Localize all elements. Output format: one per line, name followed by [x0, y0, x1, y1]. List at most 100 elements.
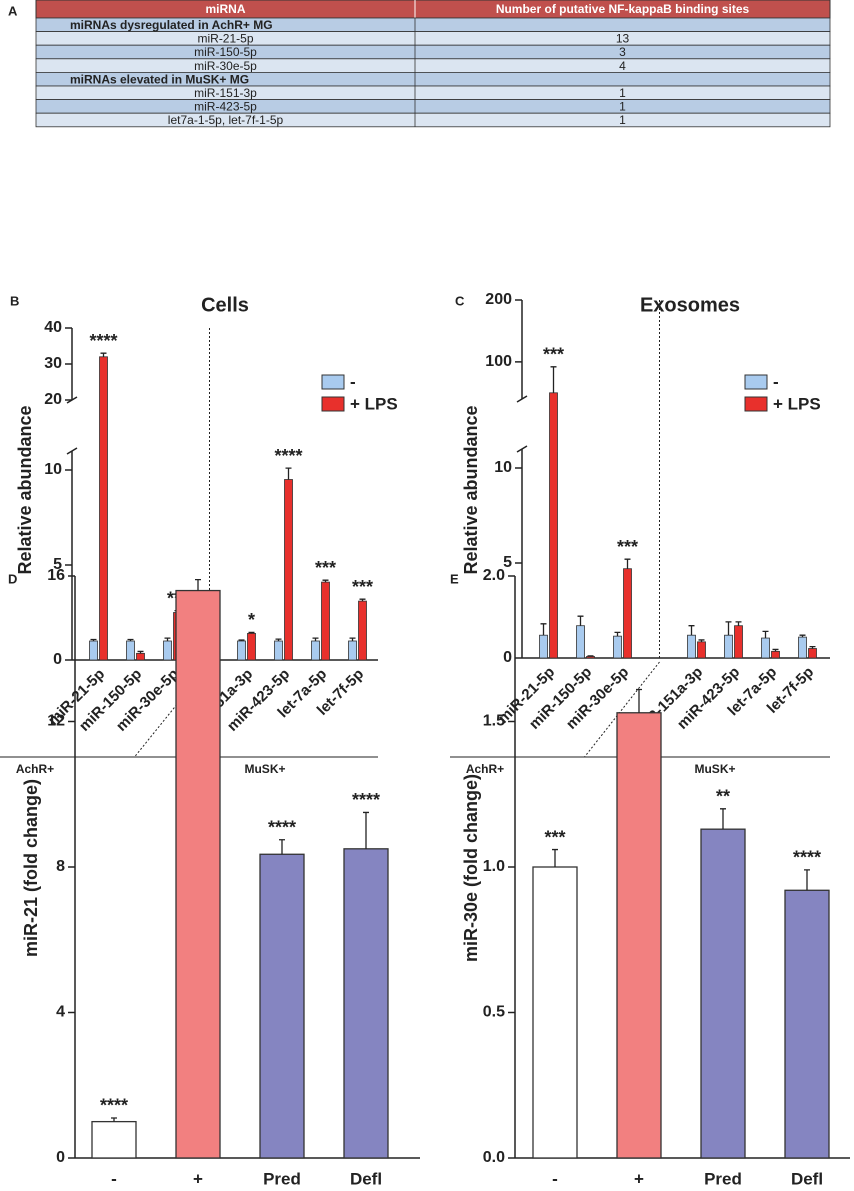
error-bar: [349, 637, 356, 641]
bar: [99, 356, 108, 661]
legend-label: -: [773, 372, 779, 391]
panel-label: B: [10, 293, 19, 308]
bar: [539, 634, 548, 659]
error-bar: [735, 621, 742, 626]
y-tick-label: 5: [53, 556, 62, 573]
table-row-bg: [35, 85, 831, 101]
bar: [274, 640, 283, 661]
error-bar: [804, 869, 810, 891]
legend-swatch: [744, 396, 768, 412]
significance: ****: [100, 1096, 128, 1116]
x-tick-label: -: [552, 1169, 558, 1188]
error-bar: [164, 637, 171, 641]
bar: [163, 640, 172, 661]
legend-label: + LPS: [773, 394, 821, 413]
x-tick-label: +: [193, 1169, 203, 1188]
error-bar: [248, 631, 255, 634]
error-bar: [577, 615, 584, 626]
bar: [259, 853, 305, 1159]
axis-break: [516, 445, 528, 453]
y-tick-label: 40: [44, 319, 62, 336]
y-tick-label: 4: [56, 1004, 65, 1021]
error-bar: [636, 688, 642, 713]
legend-label: -: [350, 372, 356, 391]
group-label: MuSK+: [244, 762, 285, 776]
table-header-cell: Number of putative NF-kappaB binding sit…: [496, 2, 750, 16]
y-tick-label: 10: [494, 459, 512, 476]
chart-title: Exosomes: [640, 294, 740, 316]
bar: [136, 652, 145, 661]
table-row-bg: [35, 44, 831, 60]
axis-break: [66, 447, 78, 455]
table-section: miRNAs dysregulated in AchR+ MG: [70, 18, 273, 32]
y-tick-label: 0: [503, 649, 512, 666]
table-row-bg: [35, 112, 831, 128]
bar: [247, 633, 256, 661]
legend-swatch: [321, 374, 345, 390]
error-bar: [137, 650, 144, 654]
legend-label: + LPS: [350, 394, 398, 413]
significance: *: [248, 610, 255, 630]
bar: [321, 581, 330, 661]
bar: [761, 637, 770, 659]
bar: [284, 479, 293, 661]
error-bar: [111, 1117, 117, 1122]
table-cell: 3: [619, 45, 626, 59]
table-row-bg: [35, 99, 831, 114]
x-tick-label: Defl: [791, 1169, 823, 1188]
table-cell: miR-151-3p: [194, 86, 257, 100]
bar: [586, 656, 595, 659]
error-bar: [90, 638, 97, 641]
y-tick-label: 0.5: [483, 1004, 505, 1021]
group-separator: [584, 661, 660, 758]
bar: [91, 1120, 137, 1159]
error-bar: [275, 638, 282, 641]
y-tick-label: 0: [53, 651, 62, 668]
error-bar: [550, 366, 557, 393]
bar: [771, 650, 780, 659]
error-bar: [799, 634, 806, 638]
table-cell: miR-30e-5p: [194, 59, 257, 73]
chart-title: Cells: [201, 294, 249, 316]
table-cell: let7a-1-5p, let-7f-1-5p: [168, 113, 284, 127]
y-tick-label: 20: [44, 391, 62, 408]
table-cell: miR-150-5p: [194, 45, 257, 59]
panel-label: A: [8, 3, 18, 18]
x-tick-label: Defl: [350, 1169, 382, 1188]
significance: ***: [315, 558, 336, 578]
table-row-bg: [35, 31, 831, 46]
table-section: miRNAs elevated in MuSK+ MG: [70, 72, 249, 86]
error-bar: [614, 631, 621, 637]
y-axis-label: miR-21 (fold change): [21, 779, 41, 957]
bar: [616, 712, 662, 1159]
bar: [623, 568, 632, 659]
bar: [358, 600, 367, 661]
significance: **: [716, 787, 730, 807]
error-bar: [698, 639, 705, 642]
bar: [126, 640, 135, 661]
bar: [798, 636, 807, 659]
bar: [576, 625, 585, 659]
bar: [808, 648, 817, 659]
y-tick-label: 1.0: [483, 858, 505, 875]
error-bar: [809, 645, 816, 649]
error-bar: [624, 558, 631, 569]
bar: [343, 848, 389, 1159]
y-tick-label: 5: [503, 554, 512, 571]
error-bar: [100, 352, 107, 357]
panel-label: C: [455, 293, 465, 308]
significance: ****: [268, 817, 296, 837]
significance: ***: [617, 537, 638, 557]
error-bar: [312, 637, 319, 641]
table-cell: 1: [619, 86, 626, 100]
bar: [311, 640, 320, 661]
y-axis-label: Relative abundance: [15, 405, 35, 574]
panel-label: E: [450, 571, 459, 586]
significance: ***: [544, 827, 565, 847]
table-cell: 4: [619, 59, 626, 73]
group-label: MuSK+: [694, 762, 735, 776]
table-cell: miR-21-5p: [197, 32, 253, 46]
bar: [532, 866, 578, 1159]
bar: [697, 641, 706, 659]
